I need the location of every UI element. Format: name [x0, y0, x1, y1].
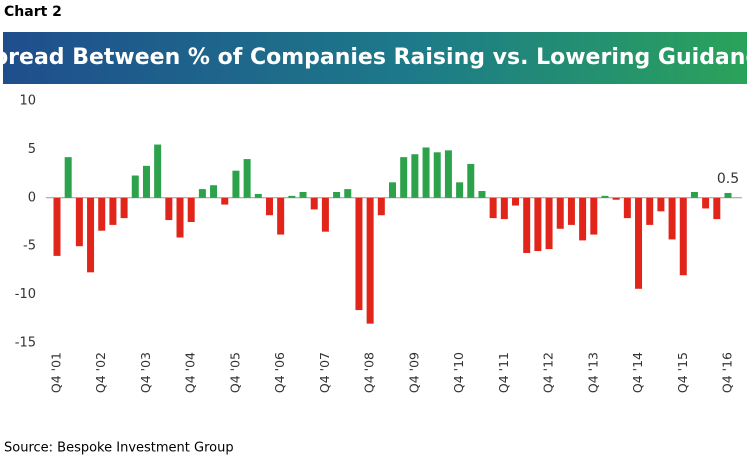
bar — [646, 197, 654, 225]
bar — [422, 147, 430, 198]
bar — [579, 197, 587, 241]
bar — [400, 157, 408, 198]
x-tick-label: Q4 '04 — [183, 352, 198, 393]
bar — [64, 157, 72, 198]
bar — [210, 185, 218, 198]
bar — [623, 197, 631, 219]
chart-title: Spread Between % of Companies Raising vs… — [0, 45, 750, 70]
bar — [668, 197, 676, 240]
bar — [702, 197, 710, 209]
bar — [411, 154, 419, 198]
bar — [690, 191, 698, 198]
y-tick-label: 0 — [28, 190, 36, 205]
bar — [478, 191, 486, 198]
x-tick-label: Q4 '01 — [49, 352, 64, 393]
bar — [444, 150, 452, 198]
bar — [87, 197, 95, 273]
bar — [288, 195, 296, 198]
title-banner — [3, 32, 747, 84]
bar — [377, 197, 385, 216]
x-tick-label: Q4 '03 — [138, 352, 153, 393]
bar — [131, 175, 139, 198]
bar — [221, 197, 229, 205]
bar — [265, 197, 273, 216]
bar — [433, 152, 441, 198]
chart-label: Chart 2 — [4, 4, 62, 20]
bar — [333, 191, 341, 198]
bar — [679, 197, 687, 276]
bar — [98, 197, 106, 231]
bar — [142, 165, 150, 198]
bar — [635, 197, 643, 289]
bar — [120, 197, 128, 219]
bar — [355, 197, 363, 311]
x-tick-label: Q4 '10 — [451, 352, 466, 393]
bar — [299, 191, 307, 198]
x-tick-label: Q4 '16 — [720, 352, 735, 393]
bar — [713, 197, 721, 220]
bar — [254, 193, 262, 198]
bar — [724, 192, 732, 198]
x-tick-label: Q4 '02 — [93, 352, 108, 393]
bar — [500, 197, 508, 220]
bar — [556, 197, 564, 229]
bar — [489, 197, 497, 219]
bar — [612, 197, 620, 200]
x-tick-label: Q4 '09 — [406, 352, 421, 393]
x-tick-label: Q4 '12 — [541, 352, 556, 393]
x-tick-label: Q4 '11 — [496, 352, 511, 393]
bar — [601, 195, 609, 198]
y-tick-label: -10 — [15, 287, 36, 302]
bar — [534, 197, 542, 252]
x-tick-label: Q4 '13 — [585, 352, 600, 393]
bar — [344, 189, 352, 198]
bar — [567, 197, 575, 225]
bar — [512, 197, 520, 206]
y-tick-label: -5 — [23, 239, 36, 254]
bar — [366, 197, 374, 324]
x-tick-label: Q4 '05 — [227, 352, 242, 393]
bar — [389, 182, 396, 198]
x-tick-label: Q4 '14 — [630, 352, 645, 393]
bar — [109, 197, 117, 225]
bar — [198, 189, 206, 198]
source: Source: Bespoke Investment Group — [4, 441, 234, 456]
y-tick-label: 5 — [28, 142, 36, 157]
bar — [75, 197, 83, 247]
bar — [545, 197, 553, 250]
bar — [657, 197, 665, 212]
x-tick-label: Q4 '15 — [675, 352, 690, 393]
bar — [590, 197, 598, 235]
x-tick-label: Q4 '08 — [362, 352, 377, 393]
x-tick-label: Q4 '07 — [317, 352, 332, 393]
bar — [154, 144, 162, 198]
bar — [523, 197, 531, 253]
bar — [277, 197, 285, 235]
bar — [321, 197, 329, 232]
y-tick-label: 10 — [19, 94, 36, 109]
bar — [456, 182, 464, 198]
bar — [310, 197, 318, 210]
bar — [53, 197, 61, 256]
bar — [165, 197, 173, 221]
bar — [243, 159, 251, 198]
bar — [187, 197, 195, 222]
bar — [232, 170, 240, 198]
x-tick-label: Q4 '06 — [272, 352, 287, 393]
value-label: 0.5 — [717, 171, 739, 187]
bar — [467, 163, 475, 198]
y-tick-label: -15 — [15, 336, 36, 351]
bar — [176, 197, 184, 238]
